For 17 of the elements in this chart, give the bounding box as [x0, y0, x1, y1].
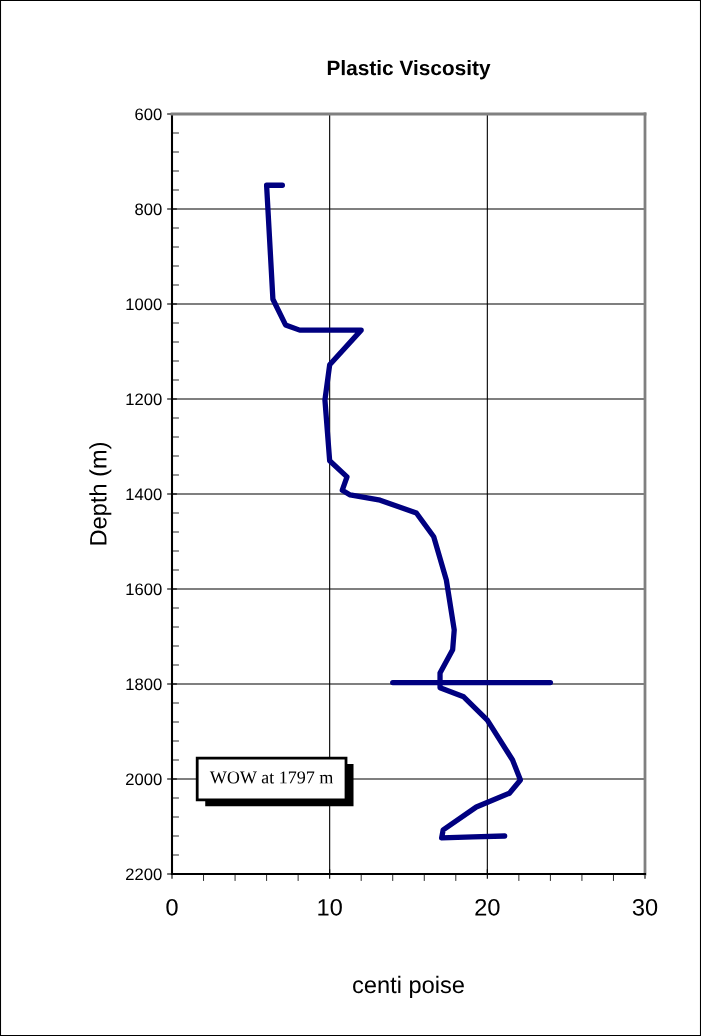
y-tick-label: 1000 — [126, 298, 162, 311]
y-tick-label: 1600 — [126, 583, 162, 596]
y-tick-label: 800 — [135, 203, 162, 216]
chart-title: Plastic Viscosity — [327, 60, 491, 80]
y-tick-label: 2200 — [126, 868, 162, 881]
y-tick-label: 1200 — [126, 393, 162, 406]
x-axis-title: centi poise — [353, 975, 464, 998]
y-axis-title: Depth (m) — [89, 442, 112, 545]
x-tick-label: 10 — [318, 898, 342, 916]
x-tick-label: 30 — [632, 898, 658, 916]
y-tick-label: 2000 — [126, 773, 162, 786]
annotation: WOW at 1797 m — [209, 771, 334, 784]
x-tick-label: 0 — [166, 898, 178, 916]
y-tick-label: 600 — [135, 108, 162, 121]
x-tick-label: 20 — [475, 898, 500, 916]
y-tick-label: 1400 — [126, 488, 162, 501]
y-tick-label: 1800 — [126, 678, 162, 691]
